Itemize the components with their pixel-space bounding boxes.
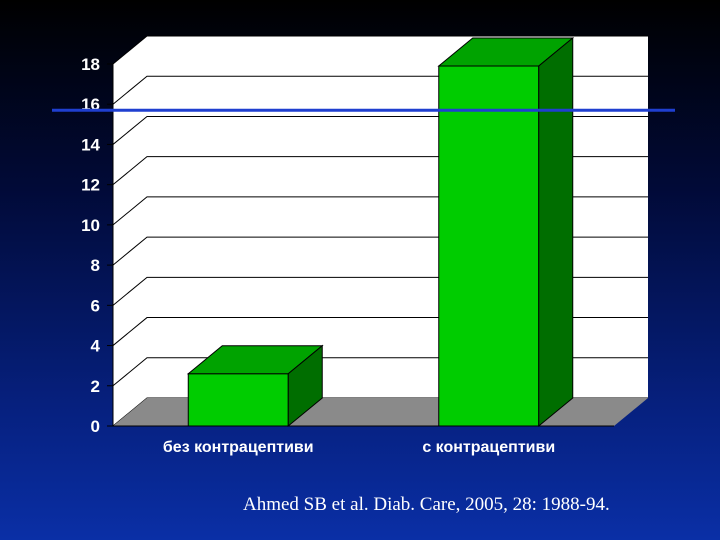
bar-front bbox=[187, 373, 289, 427]
y-tick-label: 4 bbox=[91, 337, 101, 356]
bars bbox=[186, 36, 575, 428]
y-tick-label: 14 bbox=[81, 135, 100, 154]
bar-front bbox=[438, 65, 540, 427]
chart-title: % с МА bbox=[168, 44, 236, 65]
side-wall bbox=[113, 36, 147, 426]
citation: Ahmed SB et al. Diab. Care, 2005, 28: 19… bbox=[243, 494, 610, 515]
y-tick-label: 0 bbox=[91, 417, 100, 436]
bar-side bbox=[287, 344, 323, 428]
y-tick-label: 6 bbox=[91, 296, 100, 315]
bar bbox=[186, 344, 324, 428]
y-tick-label: 2 bbox=[91, 377, 100, 396]
category-labels: без контрацептиви с контрацептиви bbox=[163, 439, 555, 456]
bar-side bbox=[538, 36, 574, 428]
y-tick-label: 12 bbox=[81, 176, 100, 195]
y-tick-label: 10 bbox=[81, 216, 100, 235]
y-tick-label: 8 bbox=[91, 256, 100, 275]
gridline bbox=[112, 35, 648, 65]
x-category-label: без контрацептиви bbox=[163, 439, 314, 456]
bar bbox=[437, 36, 575, 428]
x-category-label: с контрацептиви bbox=[422, 439, 555, 456]
y-tick-label: 18 bbox=[81, 55, 100, 74]
